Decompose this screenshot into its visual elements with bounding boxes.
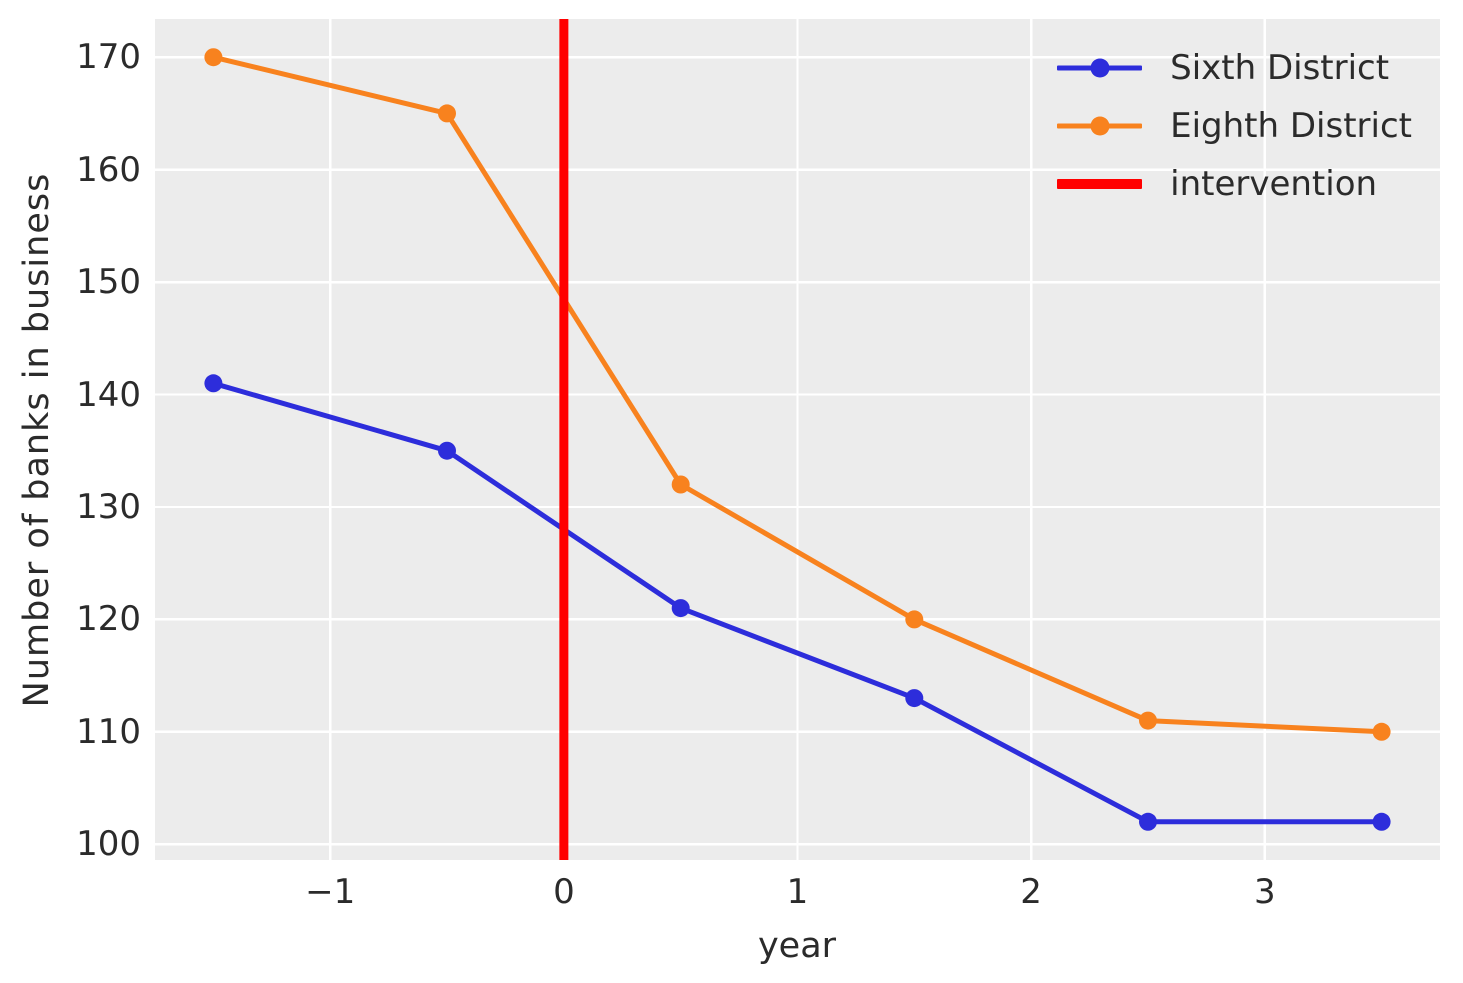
data-point-marker: [1372, 812, 1391, 831]
legend-item-eighth-district: Eighth District: [1057, 97, 1412, 155]
data-point-marker: [1139, 711, 1157, 730]
y-tick-label: 100: [76, 824, 141, 865]
legend-item-intervention: intervention: [1057, 155, 1412, 213]
data-point-marker: [671, 599, 690, 618]
y-tick-label: 110: [76, 711, 141, 752]
legend-label: intervention: [1170, 164, 1378, 204]
data-point-marker: [671, 475, 690, 494]
x-tick-label: 0: [553, 872, 575, 912]
thick-line-icon: [1057, 174, 1143, 194]
data-point-marker: [438, 441, 456, 460]
x-tick-label: 3: [1253, 872, 1276, 912]
legend-label: Sixth District: [1170, 48, 1390, 88]
x-axis-label: year: [757, 926, 837, 966]
legend-dot-sample: [1090, 58, 1110, 78]
legend: Sixth District Eighth District intervent…: [1057, 39, 1412, 213]
y-tick-label: 170: [76, 37, 141, 78]
x-tick-label: 1: [786, 872, 809, 912]
legend-item-sixth-district: Sixth District: [1057, 39, 1412, 97]
chart-canvas: [155, 19, 1440, 860]
data-point-marker: [905, 689, 924, 708]
data-point-marker: [204, 48, 223, 67]
line-marker-icon: [1057, 58, 1143, 78]
y-tick-label: 120: [76, 599, 141, 640]
series-line: [210, 380, 1385, 825]
y-tick-label: 160: [76, 149, 141, 190]
data-point-marker: [1372, 722, 1391, 741]
y-tick-label: 140: [76, 374, 141, 415]
legend-line-sample: [1057, 179, 1143, 189]
x-tick-label: −1: [305, 872, 356, 912]
y-tick-label: 130: [76, 487, 141, 527]
series-line: [210, 54, 1385, 735]
data-point-marker: [204, 374, 223, 393]
y-tick-label: 150: [76, 262, 141, 303]
line-marker-icon: [1057, 116, 1143, 136]
data-point-marker: [905, 610, 924, 629]
data-point-marker: [438, 104, 456, 123]
legend-dot-sample: [1090, 116, 1110, 136]
data-point-marker: [1139, 812, 1157, 831]
plot-area: Sixth District Eighth District intervent…: [155, 19, 1440, 860]
legend-label: Eighth District: [1170, 106, 1412, 146]
x-tick-label: 2: [1020, 872, 1042, 912]
